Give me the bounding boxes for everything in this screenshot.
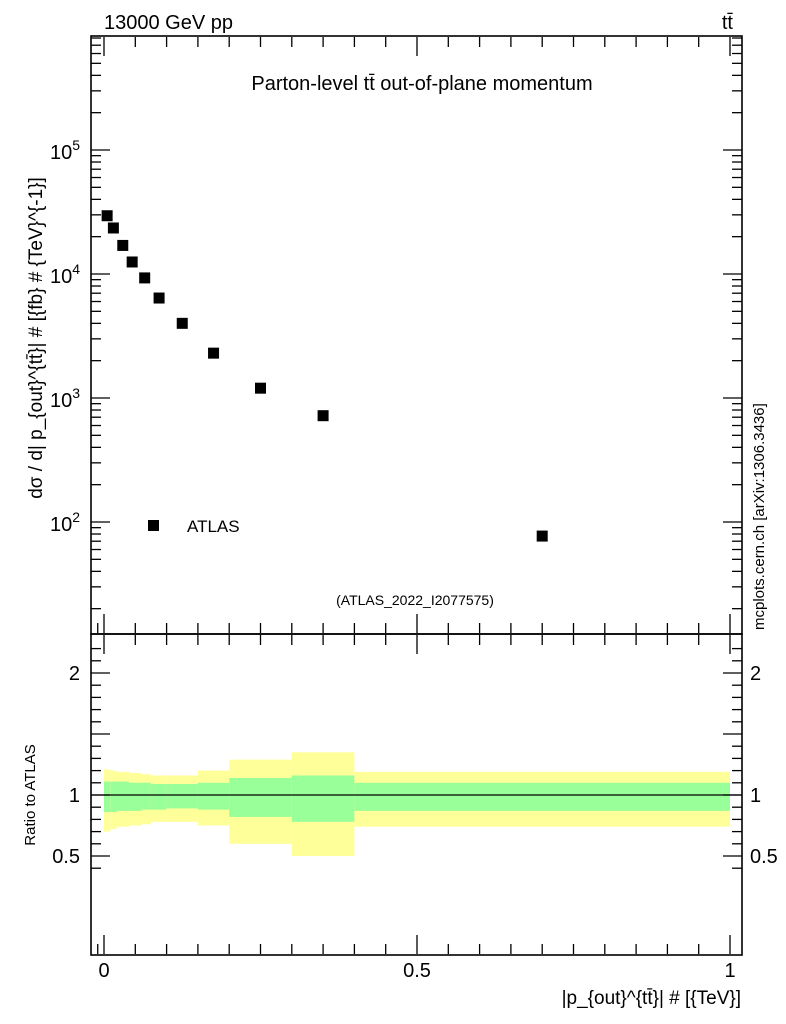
energy-label: 13000 GeV pp <box>104 12 233 34</box>
inner-band <box>291 775 355 822</box>
inner-band <box>104 781 111 813</box>
x-tick-labels: 0 0.5 1 <box>98 960 735 982</box>
data-point <box>153 292 165 304</box>
inner-band <box>116 781 130 811</box>
inner-band <box>197 782 230 810</box>
x-tick-label: 1 <box>724 960 735 982</box>
data-point <box>101 210 113 222</box>
process-label: tt̄ <box>722 12 734 34</box>
x-axis-label: |p_{out}^{tt̄}| # [{TeV}] <box>562 988 741 1009</box>
legend: ATLAS <box>148 517 240 536</box>
main-frame <box>90 35 743 635</box>
data-point <box>536 530 548 542</box>
inner-band <box>150 784 167 810</box>
data-point <box>117 239 129 251</box>
inner-band <box>110 781 117 813</box>
inner-band <box>129 782 142 811</box>
ratio-y-tick-label: 2 <box>69 663 80 685</box>
inner-band <box>141 782 151 810</box>
data-point <box>107 222 119 234</box>
analysis-label: (ATLAS_2022_I2077575) <box>336 592 494 608</box>
main-y-tick-labels: 102 103 104 105 <box>50 137 80 536</box>
source-credit: mcplots.cern.ch [arXiv:1306.3436] <box>751 403 768 630</box>
ratio-y-tick-label: 1 <box>69 785 80 807</box>
ratio-y-tick-label-right: 2 <box>750 663 761 685</box>
ratio-y-axis-label: Ratio to ATLAS <box>22 744 39 845</box>
ratio-y-tick-label-right: 1 <box>750 785 761 807</box>
main-ticks <box>91 37 742 633</box>
ratio-y-tick-label-right: 0.5 <box>750 846 778 868</box>
y-axis-label: dσ / d| p_{out}^{tt̄}| # [{fb} # {TeV}^{… <box>26 177 47 499</box>
data-points <box>101 210 548 542</box>
data-point <box>255 382 266 394</box>
data-point <box>126 256 138 268</box>
inner-band <box>354 782 730 811</box>
y-tick-label: 105 <box>50 137 80 164</box>
ratio-ticks <box>91 635 742 954</box>
y-tick-label: 103 <box>50 385 80 412</box>
inner-band <box>166 784 198 809</box>
ratio-bands <box>104 752 730 856</box>
inner-band <box>229 777 292 817</box>
ratio-y-tick-labels: 0.5 0.5 1 1 2 2 <box>52 663 778 868</box>
legend-marker <box>148 520 159 531</box>
legend-label: ATLAS <box>187 517 240 536</box>
data-point <box>208 347 220 359</box>
x-tick-label: 0.5 <box>403 960 431 982</box>
y-tick-label: 102 <box>50 509 80 536</box>
data-point <box>176 317 188 329</box>
plot-title: Parton-level tt̄ out-of-plane momentum <box>251 73 592 95</box>
data-point <box>139 272 151 284</box>
y-tick-label: 104 <box>50 261 80 288</box>
ratio-y-tick-label: 0.5 <box>52 846 80 868</box>
x-tick-label: 0 <box>98 960 109 982</box>
ratio-panel: 0.5 0.51 12 2 0 0.5 1 Ratio to ATLAS |p_{out}… <box>22 633 778 1009</box>
data-point <box>317 410 329 422</box>
main-panel: Parton-level tt̄ out-of-plane momentum (… <box>26 35 743 635</box>
